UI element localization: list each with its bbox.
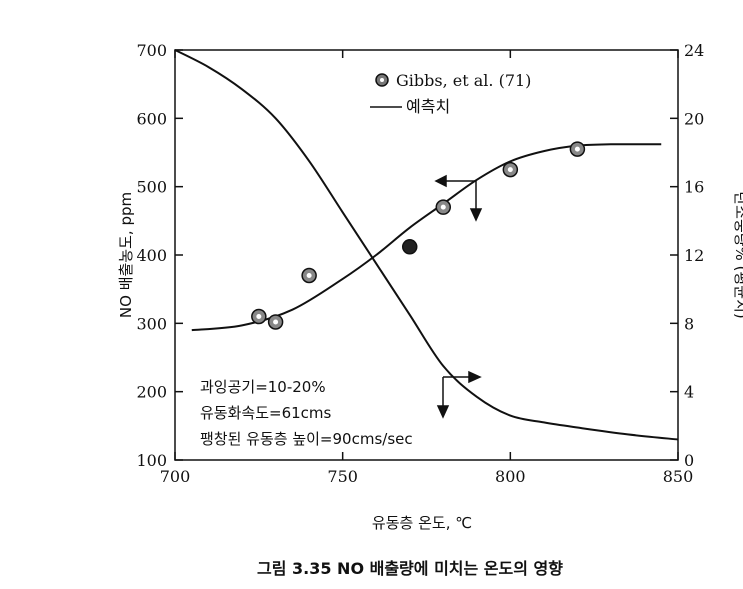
data-point [502,161,519,178]
data-point [251,308,267,325]
annotation-fluidization-velocity: 유동화속도=61cms [200,404,332,422]
left-axis-arrow [434,174,483,222]
y-tick-label: 200 [136,383,167,402]
x-axis-title: 유동층 온도, ℃ [372,514,472,532]
scatter-points [251,141,586,330]
y-tick-label: 400 [136,246,167,265]
y-axis: 100 200 300 400 500 600 700 [136,41,183,470]
annotation-excess-air: 과잉공기=10-20% [200,378,326,396]
legend-label-gibbs: Gibbs, et al. (71) [396,71,531,90]
x-tick-label: 850 [663,467,694,486]
y2-tick-label: 0 [684,451,694,470]
data-point [435,199,452,215]
x-tick-label: 700 [160,467,191,486]
y-axis-title: NO 배출농도, ppm [117,192,135,318]
y2-tick-label: 24 [684,41,704,60]
legend: Gibbs, et al. (71) 예측치 [370,71,531,116]
y2-axis-title: 탄소중량% (평균치) [732,191,743,318]
y-tick-label: 700 [136,41,167,60]
y2-tick-label: 20 [684,109,704,128]
data-point [301,267,317,284]
no-prediction-curve [191,143,662,332]
x-axis: 700 750 800 850 [160,50,694,486]
carbon-prediction-curve [174,49,679,441]
data-point [401,239,418,255]
y2-tick-label: 8 [684,314,694,333]
x-tick-label: 800 [495,467,526,486]
y2-tick-label: 16 [684,178,704,197]
annotation-bed-height: 팽창된 유동층 높이=90cms/sec [200,430,413,448]
legend-label-prediction: 예측치 [406,97,450,116]
conditions-annotation: 과잉공기=10-20% 유동화속도=61cms 팽창된 유동층 높이=90cms… [200,378,413,448]
legend-marker-circle [375,73,389,87]
x-tick-label: 750 [327,467,358,486]
y-tick-label: 300 [136,314,167,333]
y-tick-label: 100 [136,451,167,470]
y2-axis: 0 4 8 12 16 20 24 [670,41,704,470]
axis-arrows [434,174,483,419]
right-axis-arrow [436,370,482,419]
y2-tick-label: 12 [684,246,704,265]
data-point [569,141,586,157]
y-tick-label: 500 [136,178,167,197]
figure-caption: 그림 3.35 NO 배출량에 미치는 온도의 영향 [257,559,563,578]
y-tick-label: 600 [136,109,167,128]
data-point [267,314,284,330]
y2-tick-label: 4 [684,383,694,402]
